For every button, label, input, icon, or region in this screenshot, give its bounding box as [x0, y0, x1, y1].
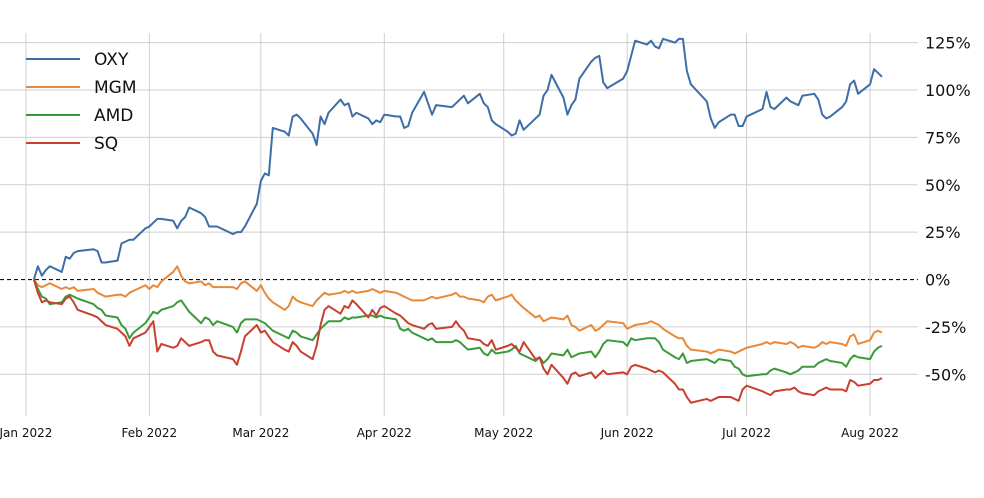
y-tick-label: 25% — [925, 223, 961, 242]
y-tick-label: 125% — [925, 34, 971, 53]
x-tick-label: Apr 2022 — [357, 426, 412, 440]
series-line-mgm — [33, 265, 883, 355]
legend-label-sq: SQ — [94, 134, 118, 154]
legend-label-mgm: MGM — [94, 78, 137, 98]
x-tick-label: Jul 2022 — [721, 426, 771, 440]
y-tick-label: -50% — [925, 365, 966, 384]
y-tick-label: 100% — [925, 81, 971, 100]
series-line-sq — [32, 279, 883, 404]
legend: OXY MGM AMD SQ — [26, 50, 137, 154]
y-tick-label: 75% — [925, 128, 961, 147]
x-tick-label: Mar 2022 — [232, 426, 289, 440]
series-line-oxy — [32, 37, 883, 280]
x-tick-label: Jun 2022 — [600, 426, 654, 440]
x-tick-label: May 2022 — [474, 426, 533, 440]
y-tick-label: 50% — [925, 176, 961, 195]
legend-label-oxy: OXY — [94, 50, 129, 70]
legend-label-amd: AMD — [94, 106, 133, 126]
series-lines — [32, 37, 883, 404]
y-tick-label: -25% — [925, 318, 966, 337]
y-axis-ticks: 125% 100% 75% 50% 25% 0% -25% -50% — [925, 34, 971, 385]
x-tick-label: Jan 2022 — [0, 426, 52, 440]
x-tick-label: Feb 2022 — [122, 426, 178, 440]
x-axis-ticks: Jan 2022 Feb 2022 Mar 2022 Apr 2022 May 2022… — [0, 426, 899, 440]
y-tick-label: 0% — [925, 271, 950, 290]
x-tick-label: Aug 2022 — [841, 426, 899, 440]
grid — [0, 33, 918, 416]
series-line-amd — [32, 279, 883, 378]
